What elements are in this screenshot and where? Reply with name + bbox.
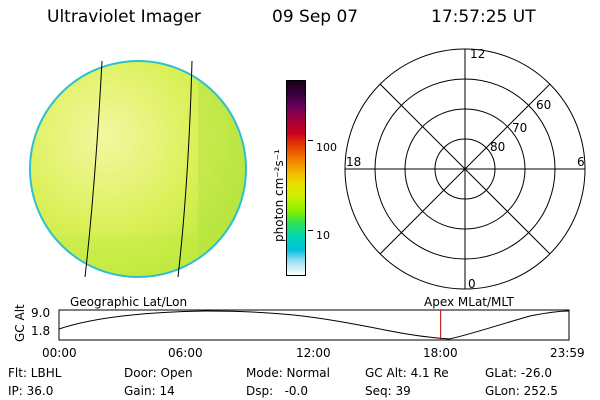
earth-disk: [30, 61, 246, 277]
colorbar-tick: [308, 230, 313, 231]
status-filter: Flt: LBHL: [8, 366, 62, 380]
instrument-title: Ultraviolet Imager: [47, 7, 201, 27]
uvi-image: [29, 60, 247, 278]
status-gc-alt: GC Alt: 4.1 Re: [365, 366, 449, 380]
colorbar-tick-label: 10: [316, 229, 330, 242]
timeline-right-title: Apex MLat/MLT: [424, 295, 514, 309]
mlt-label-18: 18: [346, 155, 362, 169]
timeline-ytick: 9.0: [31, 306, 51, 320]
mlt-label-0: 0: [468, 277, 476, 291]
colorbar-tick: [308, 140, 313, 141]
status-dsp: Dsp: -0.0: [246, 384, 309, 398]
timeline-xtick: 23:59: [550, 346, 585, 360]
timeline-xtick: 18:00: [423, 346, 458, 360]
altitude-curve: [58, 310, 570, 340]
disk-limb: [29, 60, 247, 278]
polar-grid: [344, 48, 586, 290]
mlat-label-60: 60: [536, 98, 552, 112]
colorbar-unit-label: photon cm⁻²s⁻¹: [272, 149, 286, 242]
longitude-line: [84, 60, 103, 278]
mlt-label-6: 6: [577, 155, 585, 169]
timeline-xtick: 00:00: [42, 346, 77, 360]
mlat-label-70: 70: [512, 121, 528, 135]
colorbar: [286, 80, 306, 276]
status-mode: Mode: Normal: [246, 366, 330, 380]
timeline-frame: [58, 309, 570, 341]
status-gain: Gain: 14: [124, 384, 175, 398]
timeline-ylabel: GC Alt: [13, 304, 27, 342]
diagonal-line: [379, 83, 551, 255]
status-glat: GLat: -26.0: [485, 366, 552, 380]
longitude-line: [177, 60, 193, 278]
status-ip: IP: 36.0: [8, 384, 54, 398]
timeline-xtick: 12:00: [296, 346, 331, 360]
status-glon: GLon: 252.5: [485, 384, 558, 398]
timeline-plot: [58, 309, 570, 341]
timeline-ytick: 1.8: [31, 324, 51, 338]
timeline-xtick: 06:00: [168, 346, 203, 360]
status-door: Door: Open: [124, 366, 193, 380]
colorbar-tick-label: 100: [316, 141, 337, 154]
time-label: 17:57:25 UT: [431, 7, 536, 27]
mlt-label-12: 12: [470, 47, 486, 61]
status-seq: Seq: 39: [365, 384, 411, 398]
timeline-left-title: Geographic Lat/Lon: [70, 295, 188, 309]
mlat-label-80: 80: [490, 140, 506, 154]
date-label: 09 Sep 07: [272, 7, 359, 27]
